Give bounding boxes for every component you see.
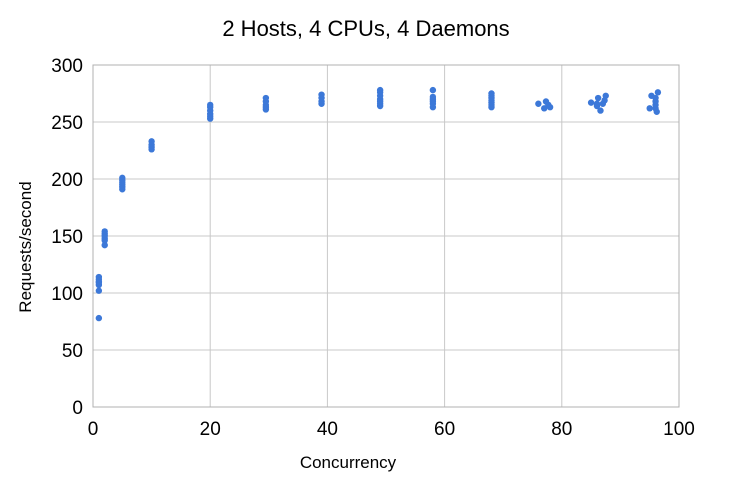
- y-tick-label: 0: [72, 398, 83, 419]
- y-axis-title: Requests/second: [16, 181, 35, 312]
- data-point: [488, 90, 495, 97]
- data-point: [207, 101, 214, 109]
- data-point: [101, 228, 108, 235]
- data-point: [646, 105, 653, 112]
- data-points: [95, 86, 662, 322]
- x-tick-label: 40: [317, 419, 338, 440]
- x-tick-label: 20: [200, 419, 221, 440]
- tick-labels: 0 50 100 150 200 250 300 0 20 40 60 80 100: [51, 56, 695, 440]
- y-tick-label: 100: [51, 284, 83, 305]
- y-tick-label: 150: [51, 227, 83, 248]
- y-tick-label: 300: [51, 56, 83, 77]
- data-point: [587, 99, 595, 106]
- y-tick-label: 250: [51, 113, 83, 134]
- data-point: [546, 103, 554, 111]
- y-tick-label: 200: [51, 170, 83, 191]
- data-point: [101, 241, 108, 249]
- data-point: [593, 100, 601, 107]
- data-point: [95, 273, 103, 281]
- data-point: [95, 287, 103, 294]
- chart-title: 2 Hosts, 4 CPUs, 4 Daemons: [222, 16, 509, 41]
- data-point: [262, 94, 270, 102]
- data-point: [654, 89, 662, 96]
- data-point: [597, 107, 604, 114]
- x-axis-title: Concurrency: [300, 453, 397, 472]
- plot-frame: [92, 64, 680, 408]
- data-point: [148, 138, 155, 145]
- x-tick-label: 60: [434, 419, 455, 440]
- x-tick-label: 100: [663, 419, 695, 440]
- data-point: [429, 86, 437, 94]
- data-point: [594, 94, 602, 102]
- data-point: [318, 91, 325, 98]
- x-tick-label: 80: [551, 419, 572, 440]
- grid-lines: [92, 64, 680, 408]
- data-point: [95, 314, 103, 322]
- data-point: [376, 86, 384, 94]
- data-point: [429, 93, 437, 101]
- x-tick-label: 0: [88, 419, 99, 440]
- data-point: [652, 94, 659, 102]
- data-point: [602, 92, 609, 99]
- data-point: [653, 108, 660, 115]
- y-tick-label: 50: [62, 341, 83, 362]
- data-point: [535, 100, 542, 107]
- data-point: [119, 174, 126, 182]
